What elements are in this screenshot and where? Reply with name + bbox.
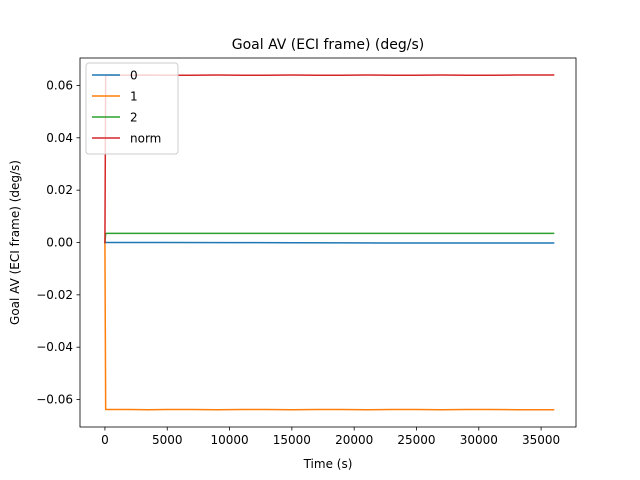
y-tick-label: 0.04	[46, 131, 73, 145]
series-line-1	[104, 241, 555, 411]
x-tick-label: 30000	[460, 433, 498, 447]
y-tick-label: −0.04	[36, 340, 73, 354]
x-tick-label: 15000	[273, 433, 311, 447]
x-tick-label: 25000	[397, 433, 435, 447]
axes-ticks: 0 5000 10000 15000 20000 25000 30000 35000 −0.06…	[36, 78, 560, 447]
y-axis-label: Goal AV (ECI frame) (deg/s)	[8, 160, 22, 325]
y-tick-label: 0.00	[46, 236, 73, 250]
legend-label-2: 2	[130, 111, 138, 125]
legend-box	[85, 62, 179, 155]
legend: 0 1 2 norm	[85, 62, 179, 155]
x-tick-label: 0	[101, 433, 109, 447]
series-line-0	[104, 241, 555, 244]
series-line-2	[104, 232, 555, 244]
legend-label-0: 0	[130, 69, 138, 83]
x-axis-label: Time (s)	[303, 457, 353, 471]
legend-label-1: 1	[130, 90, 138, 104]
legend-label-norm: norm	[130, 132, 161, 146]
y-tick-label: −0.02	[36, 288, 73, 302]
x-tick-label: 10000	[210, 433, 248, 447]
chart-title: Goal AV (ECI frame) (deg/s)	[232, 37, 424, 53]
x-tick-label: 35000	[522, 433, 560, 447]
y-tick-label: 0.02	[46, 183, 73, 197]
x-tick-label: 5000	[152, 433, 183, 447]
x-tick-label: 20000	[335, 433, 373, 447]
y-tick-label: 0.06	[46, 78, 73, 92]
y-tick-label: −0.06	[36, 393, 73, 407]
